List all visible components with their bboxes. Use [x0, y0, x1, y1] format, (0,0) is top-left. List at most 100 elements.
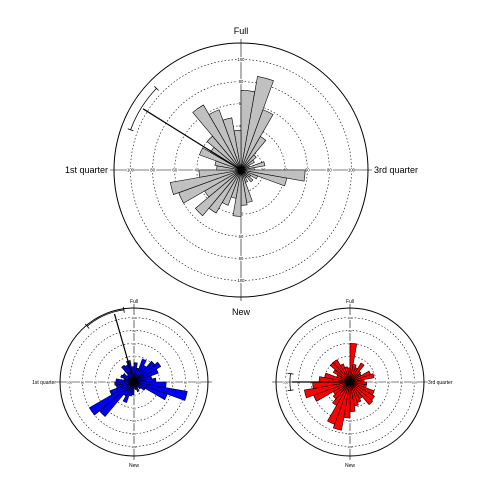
mean-vector: [142, 108, 242, 171]
rose-chart-blue: 2020202040404040606060608080808010010010…: [32, 299, 212, 469]
confidence-arc: [130, 88, 157, 130]
rose-wedge: [114, 381, 135, 386]
rose-wedge: [339, 363, 351, 383]
compass-label-bottom: New: [232, 307, 251, 317]
tick-label-up: 80: [348, 329, 352, 333]
tick-label-right: 40: [374, 381, 378, 385]
tick-label-left: 100: [127, 168, 135, 173]
rose-wedge: [88, 381, 135, 416]
tick-label-down: 40: [239, 212, 244, 217]
tick-label-bg: [105, 379, 111, 385]
rose-chart-top: 2020202040404040606060608080808010010010…: [65, 26, 418, 317]
confidence-arc-end: [84, 323, 90, 329]
tick-label-right: 60: [305, 168, 310, 173]
tick-label-bg: [347, 431, 353, 437]
rose-wedge: [240, 169, 254, 183]
tick-label-up: 40: [132, 355, 136, 359]
tick-label-bg: [131, 405, 137, 411]
mean-vector: [113, 313, 135, 383]
tick-label-bg: [303, 167, 311, 173]
tick-label-bg: [171, 167, 179, 173]
compass-label-top: Full: [234, 26, 249, 36]
tick-label-bg: [347, 315, 353, 321]
rose-wedge: [240, 161, 266, 171]
rose-wedge: [199, 147, 242, 171]
confidence-arc-end: [123, 306, 125, 313]
tick-label-right: 100: [196, 381, 201, 385]
tick-label-bg: [347, 443, 353, 449]
rose-wedge: [133, 361, 162, 383]
rose-wedge: [133, 381, 140, 393]
tick-label-down: 100: [347, 445, 352, 449]
rose-wedge: [121, 364, 135, 383]
rose-wedge: [240, 136, 267, 171]
rose-wedge: [333, 359, 351, 383]
tick-label-down: 20: [132, 393, 136, 397]
tick-label-bg: [131, 340, 137, 346]
tick-label-left: 100: [283, 381, 288, 385]
tick-label-right: 80: [327, 168, 332, 173]
tick-label-bg: [67, 379, 73, 385]
tick-label-left: 100: [67, 381, 72, 385]
tick-label-right: 60: [171, 381, 175, 385]
tick-label-bg: [131, 443, 137, 449]
tick-label-bg: [386, 379, 392, 385]
tick-label-down: 60: [132, 419, 136, 423]
rose-wedge: [349, 373, 375, 383]
tick-label-down: 80: [348, 432, 352, 436]
tick-label-bg: [237, 79, 245, 85]
compass-label-right: 3rd quarter: [374, 165, 418, 175]
tick-label-up: 100: [131, 316, 136, 320]
tick-label-bg: [149, 167, 157, 173]
confidence-arc: [86, 309, 124, 327]
confidence-arc-end: [154, 86, 159, 91]
tick-label-down: 60: [239, 234, 244, 239]
confidence-arc-end: [287, 372, 294, 375]
tick-label-bg: [373, 379, 379, 385]
confidence-arc-end: [287, 389, 294, 392]
tick-label-right: 80: [184, 381, 188, 385]
rose-wedge: [304, 381, 351, 399]
rose-wedge: [327, 381, 351, 425]
tick-label-bg: [347, 418, 353, 424]
tick-label-bg: [183, 379, 189, 385]
tick-label-left: 80: [150, 168, 155, 173]
tick-label-up: 100: [347, 316, 352, 320]
tick-label-left: 60: [172, 168, 177, 173]
tick-label-down: 100: [238, 278, 246, 283]
rose-wedge: [332, 381, 351, 400]
tick-label-bg: [399, 379, 405, 385]
rose-wedge: [240, 76, 274, 171]
rose-wedge: [332, 381, 351, 406]
tick-label-bg: [347, 327, 353, 333]
tick-label-bg: [170, 379, 176, 385]
tick-label-right: 100: [412, 381, 417, 385]
tick-label-bg: [131, 353, 137, 359]
tick-label-left: 40: [194, 168, 199, 173]
compass-label-bottom: New: [345, 463, 355, 469]
tick-label-bg: [131, 431, 137, 437]
rose-wedge: [133, 381, 138, 390]
tick-label-bg: [237, 255, 245, 261]
compass-label-left: 1st quarter: [32, 380, 56, 386]
tick-label-up: 100: [238, 57, 246, 62]
rose-wedge: [240, 154, 257, 171]
tick-label-right: 60: [387, 381, 391, 385]
compass-label-top: Full: [346, 299, 354, 305]
compass-label-bottom: New: [129, 463, 139, 469]
rose-wedge: [198, 169, 242, 178]
rose-wedge: [349, 362, 365, 383]
tick-label-right: 100: [348, 168, 356, 173]
rose-chart-red: 2020202040404040606060608080808010010010…: [272, 299, 453, 469]
rose-wedge: [109, 381, 135, 396]
tick-label-bg: [127, 167, 135, 173]
tick-label-bg: [237, 233, 245, 239]
tick-label-bg: [237, 277, 245, 283]
tick-label-bg: [92, 379, 98, 385]
confidence-arc-end: [127, 128, 134, 132]
tick-label-up: 60: [132, 342, 136, 346]
tick-label-down: 80: [132, 432, 136, 436]
tick-label-up: 80: [132, 329, 136, 333]
tick-label-bg: [347, 167, 355, 173]
rose-wedge: [240, 109, 274, 171]
